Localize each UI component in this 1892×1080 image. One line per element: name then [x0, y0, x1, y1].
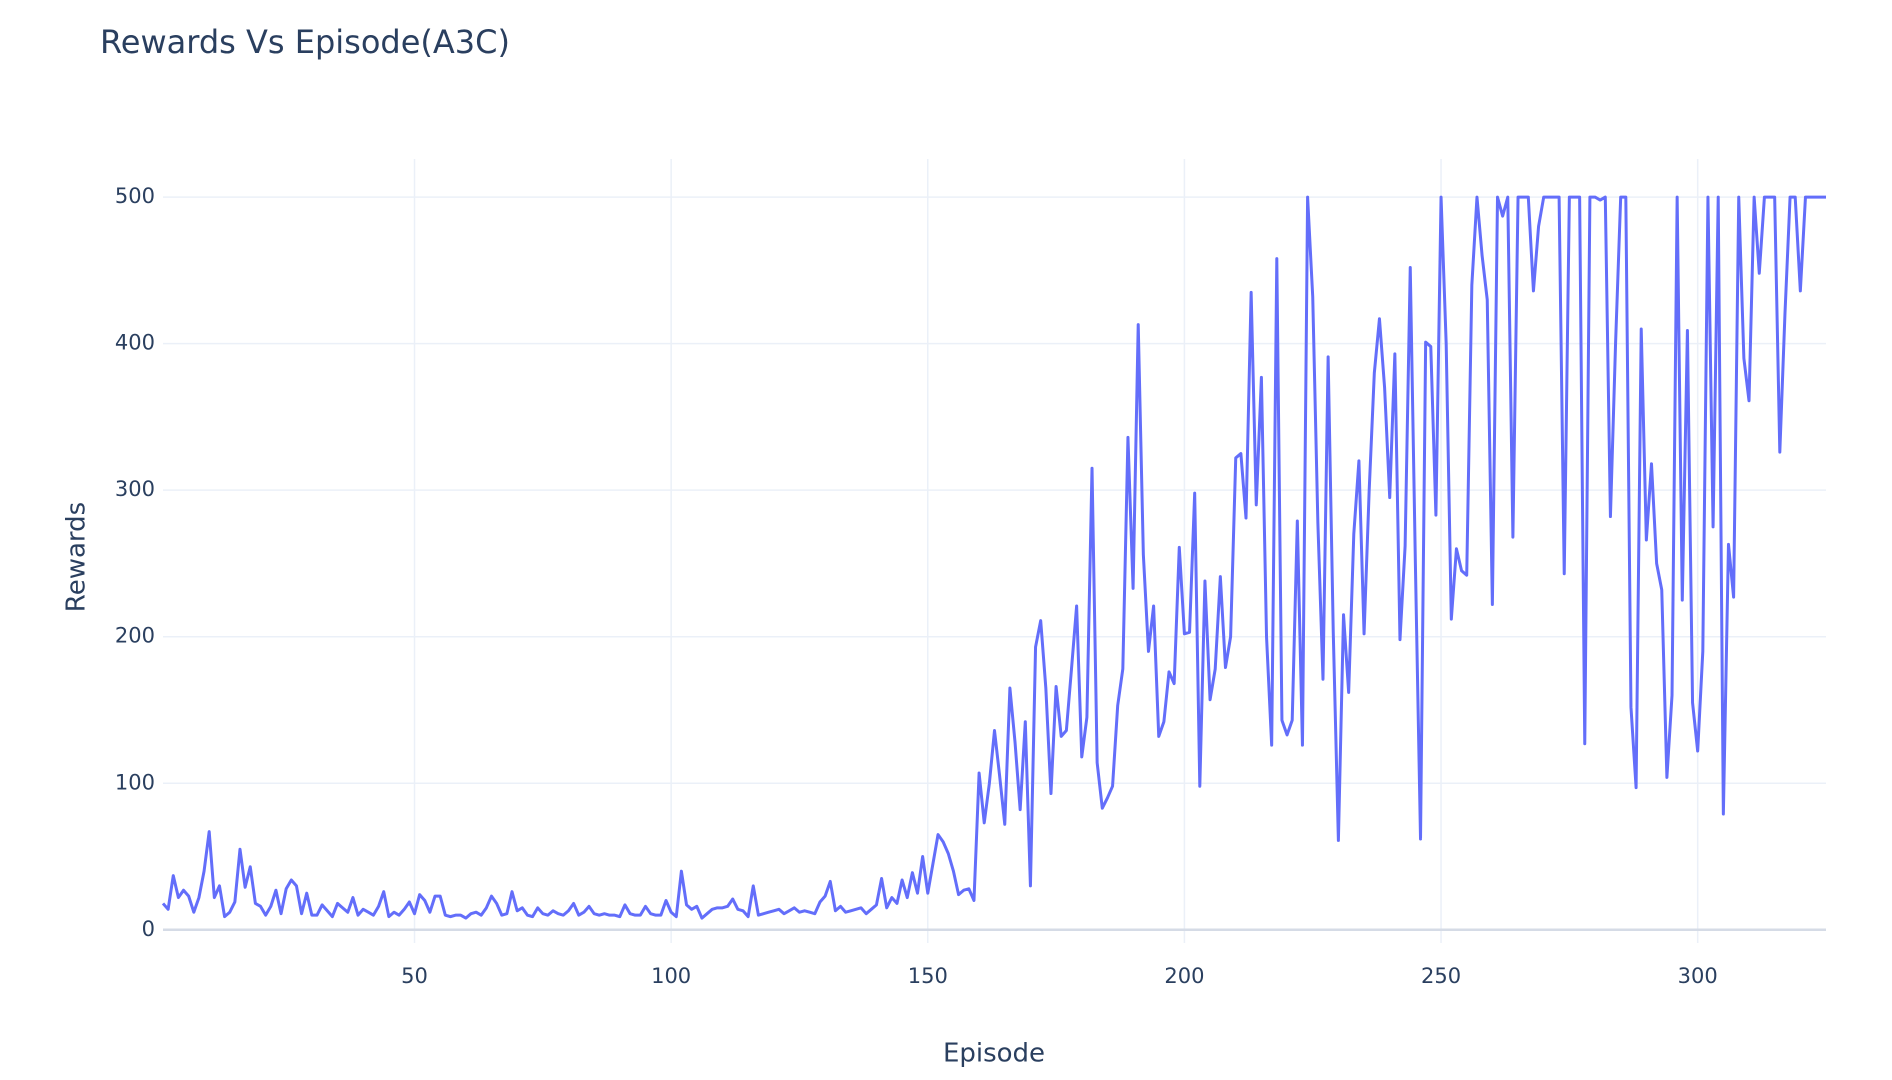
y-tick-label: 400: [115, 331, 155, 355]
x-tick-label: 250: [1421, 964, 1461, 988]
y-tick-label: 500: [115, 184, 155, 208]
x-tick-label: 100: [651, 964, 691, 988]
x-axis-label: Episode: [943, 1039, 1045, 1069]
y-tick-label: 300: [115, 477, 155, 501]
x-tick-label: 50: [401, 964, 428, 988]
chart-title: Rewards Vs Episode(A3C): [100, 23, 510, 61]
x-tick-label: 200: [1164, 964, 1204, 988]
x-tick-label: 300: [1678, 964, 1718, 988]
x-tick-label: 150: [908, 964, 948, 988]
y-axis-label: Rewards: [62, 502, 92, 612]
y-tick-label: 100: [115, 770, 155, 794]
y-tick-label: 200: [115, 624, 155, 648]
data-line: [161, 195, 1826, 920]
y-tick-label: 0: [142, 917, 155, 941]
